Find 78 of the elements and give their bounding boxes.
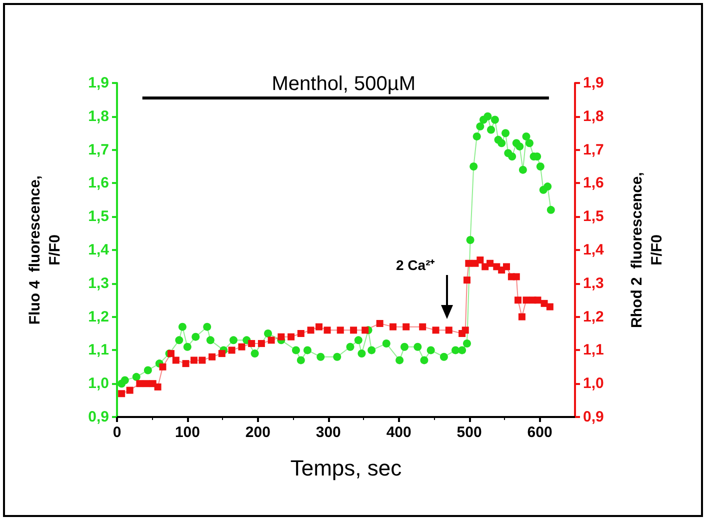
point <box>362 326 369 334</box>
point <box>486 260 494 267</box>
point <box>307 326 314 334</box>
point <box>546 303 554 310</box>
point <box>512 273 520 280</box>
point <box>432 326 440 334</box>
point <box>445 326 452 334</box>
annotation: 2 Ca²⁺ <box>396 256 436 274</box>
y2-tick-label: 1,2 <box>583 308 604 326</box>
point <box>142 380 150 388</box>
point <box>316 323 323 330</box>
x-tick-label: 400 <box>386 424 412 441</box>
point <box>465 260 472 267</box>
x-tick-label: 100 <box>174 424 200 441</box>
point <box>514 296 522 304</box>
point <box>218 350 226 358</box>
x-tick-label: 200 <box>245 424 270 441</box>
point <box>159 363 166 370</box>
x-axis-title: Temps, sec <box>290 456 402 480</box>
point <box>503 263 510 270</box>
point <box>390 323 396 330</box>
y-tick-label: 1,9 <box>88 74 109 92</box>
point <box>402 323 410 330</box>
y-tick-label: 1,1 <box>88 342 109 359</box>
y-tick-label: 1,8 <box>88 108 109 125</box>
y2-tick-label: 1,3 <box>583 274 604 292</box>
point <box>172 356 180 364</box>
y-tick-label: 1,5 <box>88 208 109 226</box>
point <box>258 340 265 348</box>
y2-tick-label: 1,6 <box>583 174 604 192</box>
point <box>522 296 530 304</box>
point <box>288 333 295 340</box>
y-axis-title: Fluo 4 fluorescence, F/F0 <box>26 175 64 325</box>
point <box>198 356 206 364</box>
point <box>350 326 358 334</box>
point <box>518 313 526 320</box>
point <box>376 320 384 327</box>
y2-tick-label: 1,8 <box>583 108 604 125</box>
point <box>154 383 162 390</box>
y2-tick-label: 1,5 <box>583 208 604 226</box>
point <box>476 256 484 264</box>
point <box>419 323 426 330</box>
x-tick-label: 0 <box>112 424 122 441</box>
y-tick-label: 0,9 <box>88 408 109 426</box>
y-tick-label: 1,4 <box>88 242 110 258</box>
y-tick-label: 1,6 <box>88 174 109 192</box>
y2-tick-label: 1,9 <box>583 74 604 92</box>
series-label: Menthol, 500µM <box>272 73 416 96</box>
point <box>462 326 469 334</box>
point <box>118 390 126 398</box>
point <box>238 343 246 350</box>
point <box>297 330 304 337</box>
y2-tick-label: 0,9 <box>583 408 604 426</box>
point <box>534 296 542 304</box>
y2-tick-label: 1,7 <box>583 141 604 158</box>
point <box>278 333 285 340</box>
point <box>228 346 236 354</box>
point <box>248 340 256 348</box>
y-tick-label: 1,7 <box>88 141 109 158</box>
point <box>190 356 198 364</box>
y2-tick-label: 1,0 <box>583 375 604 392</box>
y-tick-label: 1,0 <box>88 375 109 392</box>
x-tick-label: 500 <box>456 424 482 441</box>
y2-tick-label: 1,1 <box>583 342 604 359</box>
point <box>126 386 134 394</box>
y-tick-label: 1,2 <box>88 308 109 326</box>
y2-axis-title: Rhod 2 fluorescence, F/F0 <box>628 172 666 328</box>
point <box>268 336 275 344</box>
point <box>324 326 331 334</box>
point <box>182 360 190 368</box>
x-tick-label: 300 <box>316 424 341 441</box>
point <box>336 326 344 334</box>
point <box>136 380 144 388</box>
point <box>463 276 470 284</box>
x-tick-label: 600 <box>527 424 552 441</box>
point <box>208 353 216 360</box>
y2-tick-label: 1,4 <box>583 242 605 258</box>
y-tick-label: 1,3 <box>88 274 109 292</box>
